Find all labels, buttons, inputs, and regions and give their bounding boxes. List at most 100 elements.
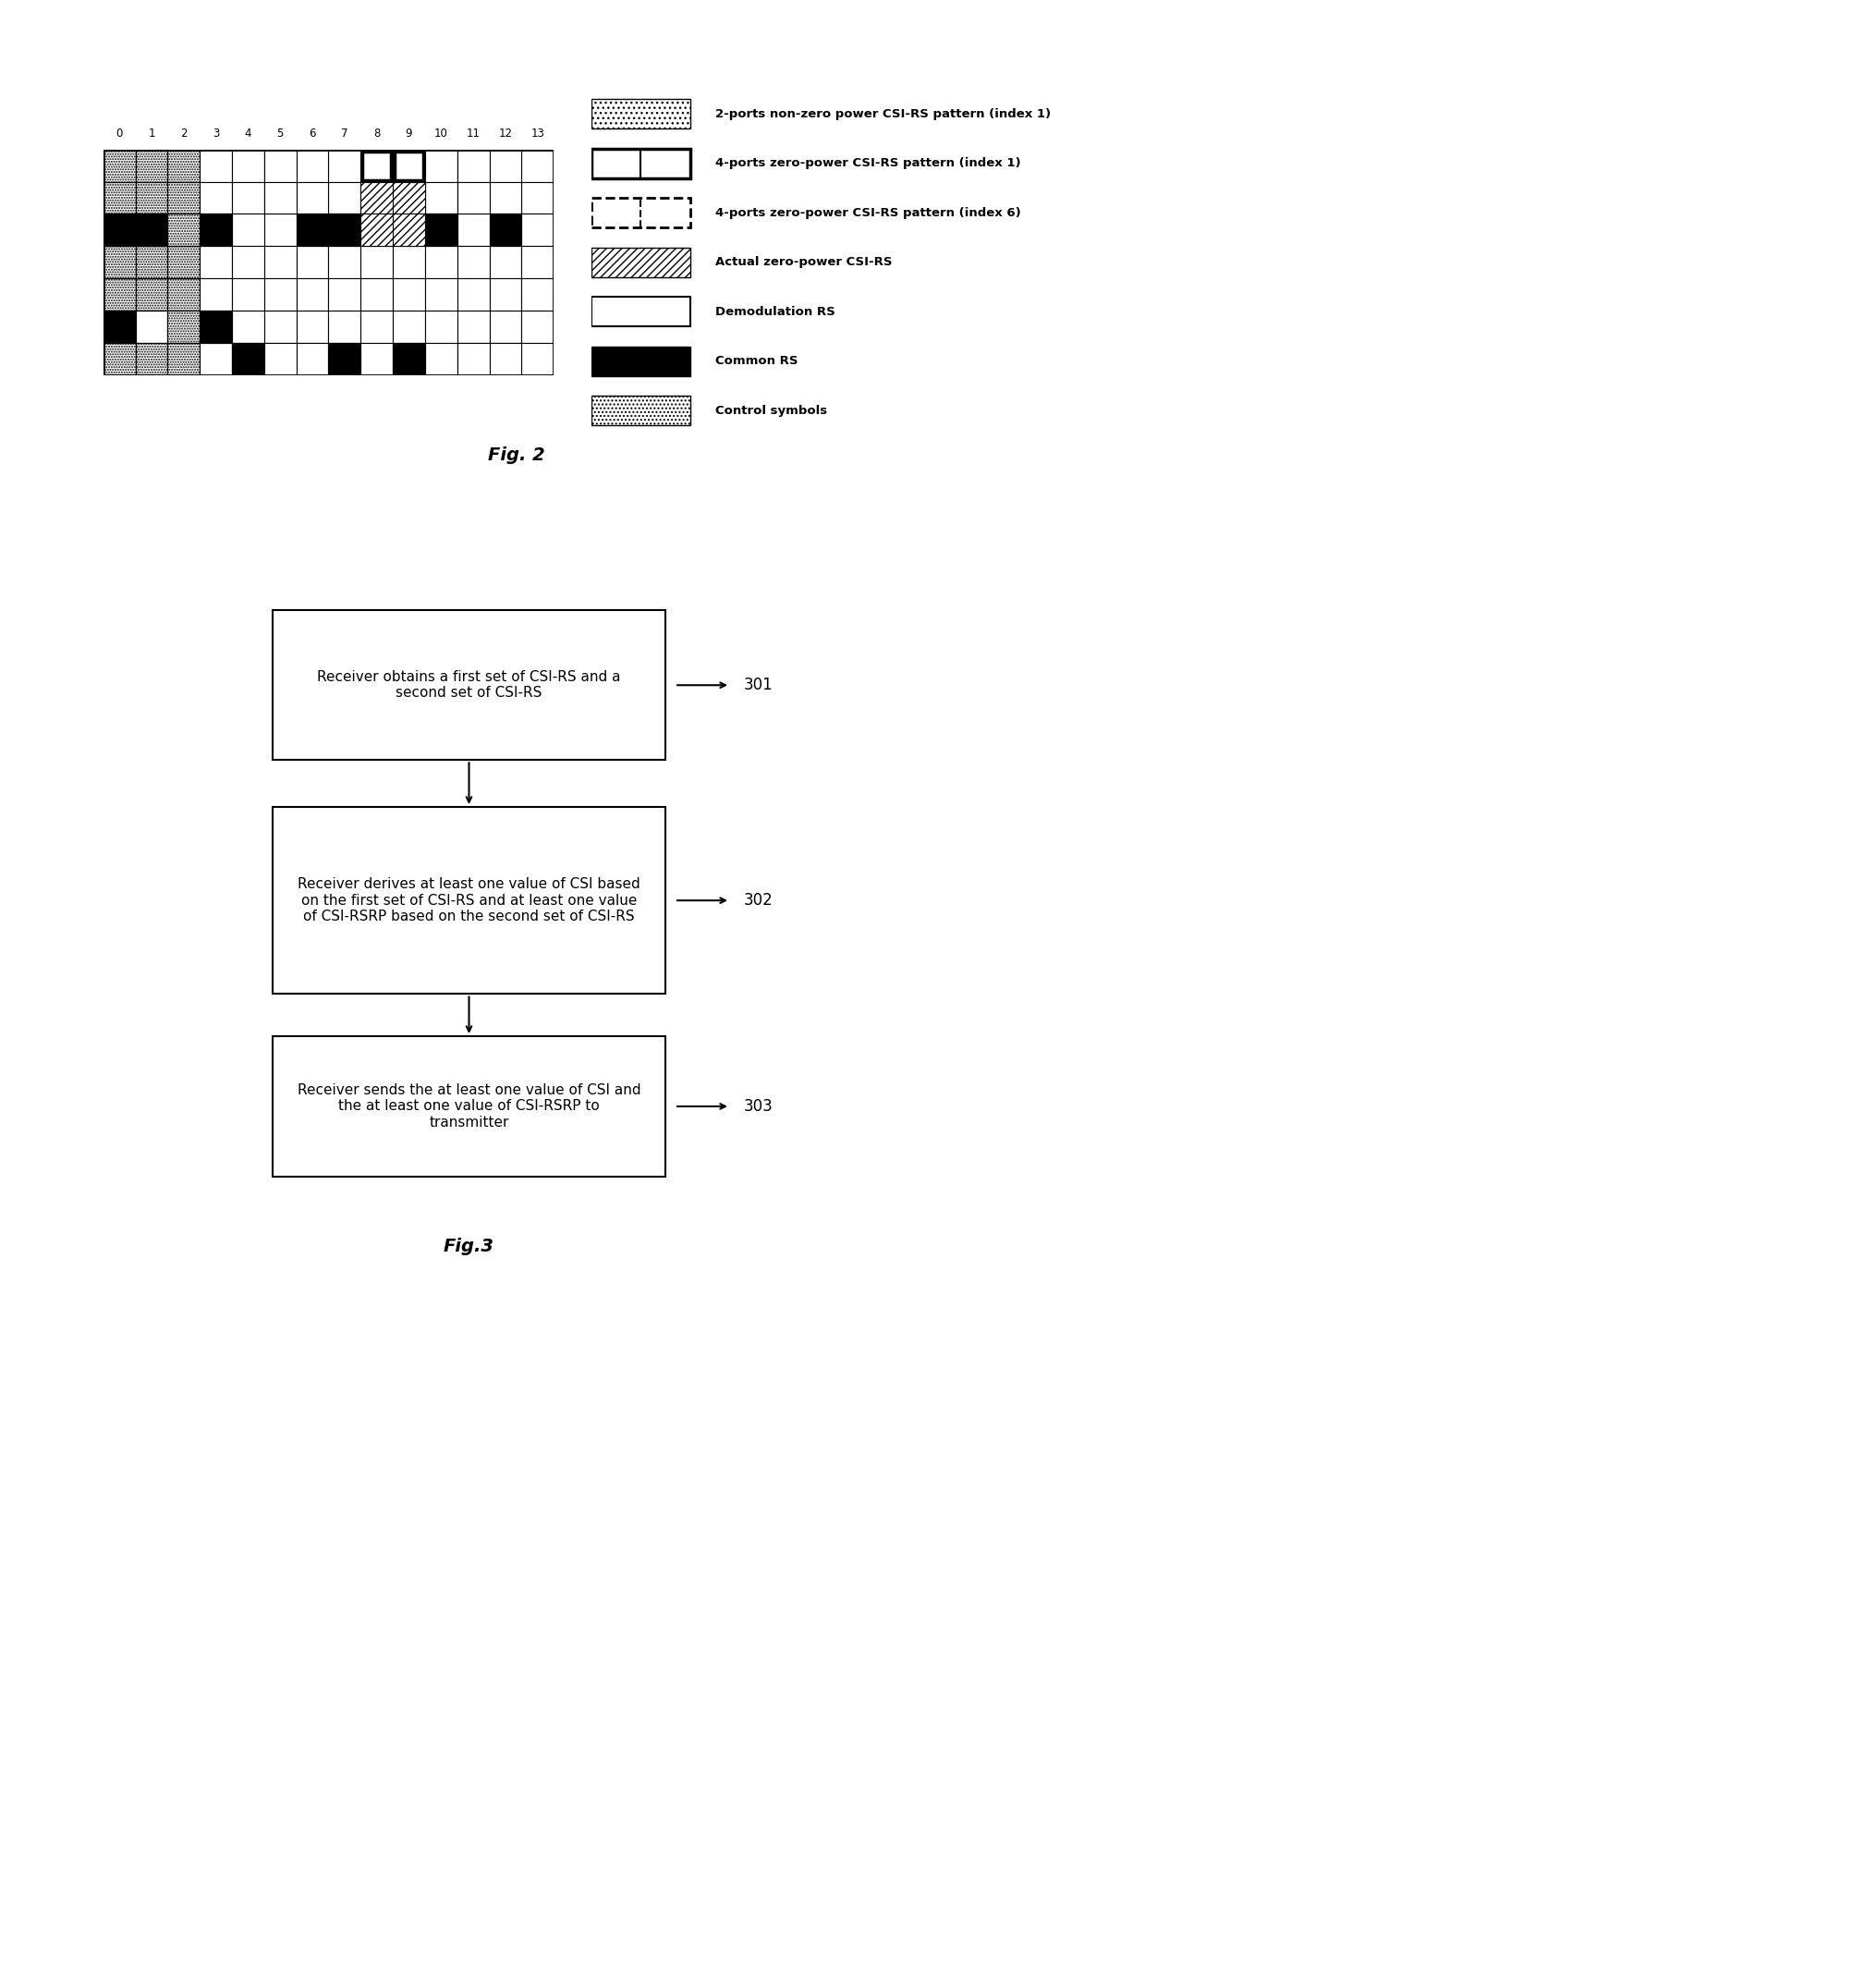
Text: Fig. 2: Fig. 2	[488, 447, 544, 463]
Bar	[392, 182, 424, 214]
Text: Receiver sends the at least one value of CSI and
the at least one value of CSI-R: Receiver sends the at least one value of…	[296, 1083, 640, 1130]
Bar	[490, 311, 522, 342]
Bar	[328, 214, 360, 245]
Bar	[135, 214, 167, 245]
Text: 2: 2	[180, 129, 188, 141]
Bar	[424, 214, 458, 245]
Bar	[458, 150, 490, 182]
Bar	[103, 214, 135, 245]
Bar	[272, 807, 666, 993]
Bar	[392, 342, 424, 374]
Bar	[296, 214, 328, 245]
Bar	[135, 342, 167, 374]
Text: Demodulation RS: Demodulation RS	[715, 305, 835, 319]
Bar	[167, 150, 199, 182]
Bar	[233, 342, 265, 374]
Bar	[296, 279, 328, 311]
Bar	[135, 311, 167, 342]
Bar	[135, 279, 167, 311]
Bar	[458, 214, 490, 245]
Bar	[522, 182, 553, 214]
Bar	[458, 342, 490, 374]
Bar	[360, 182, 392, 214]
Text: 4-ports zero-power CSI-RS pattern (index 6): 4-ports zero-power CSI-RS pattern (index…	[715, 206, 1021, 220]
Text: 0: 0	[116, 129, 122, 141]
Bar	[392, 182, 424, 214]
Bar	[103, 342, 135, 374]
Text: 303: 303	[743, 1098, 773, 1114]
Text: 13: 13	[531, 129, 544, 141]
Bar	[135, 279, 167, 311]
Bar	[265, 182, 296, 214]
Bar	[591, 396, 690, 425]
Bar	[591, 99, 690, 129]
Bar	[135, 245, 167, 279]
Bar	[424, 279, 458, 311]
Bar	[458, 342, 490, 374]
Bar	[591, 297, 690, 327]
Bar	[199, 311, 233, 342]
Text: Actual zero-power CSI-RS: Actual zero-power CSI-RS	[715, 255, 891, 269]
Bar	[167, 245, 199, 279]
Bar	[591, 198, 690, 228]
Bar	[522, 214, 553, 245]
Text: 1: 1	[148, 129, 156, 141]
Bar	[233, 279, 265, 311]
Text: Common RS: Common RS	[715, 354, 797, 368]
Text: 8: 8	[373, 129, 381, 141]
Bar	[328, 150, 360, 182]
Bar	[103, 342, 135, 374]
Bar	[458, 245, 490, 279]
Bar	[103, 279, 135, 311]
Bar	[490, 245, 522, 279]
Bar	[135, 214, 167, 245]
Bar	[394, 150, 424, 180]
Bar	[103, 245, 135, 279]
Bar	[103, 182, 135, 214]
Bar	[490, 214, 522, 245]
Bar	[265, 182, 296, 214]
Bar	[103, 182, 135, 214]
Text: Receiver derives at least one value of CSI based
on the first set of CSI-RS and : Receiver derives at least one value of C…	[298, 877, 640, 924]
Bar	[167, 342, 199, 374]
Bar	[360, 342, 392, 374]
Text: 4: 4	[244, 129, 251, 141]
Text: 301: 301	[743, 677, 773, 693]
Bar	[490, 214, 522, 245]
Bar	[360, 150, 392, 182]
Bar	[458, 311, 490, 342]
Bar	[296, 245, 328, 279]
Bar	[392, 245, 424, 279]
Text: 2-ports non-zero power CSI-RS pattern (index 1): 2-ports non-zero power CSI-RS pattern (i…	[715, 107, 1051, 121]
Bar	[167, 342, 199, 374]
Bar	[233, 311, 265, 342]
Bar	[490, 182, 522, 214]
Bar	[360, 311, 392, 342]
Bar	[233, 214, 265, 245]
Bar	[591, 346, 690, 376]
Bar	[265, 311, 296, 342]
Bar	[265, 214, 296, 245]
Bar	[392, 311, 424, 342]
Bar	[199, 279, 233, 311]
Bar	[265, 342, 296, 374]
Text: 7: 7	[341, 129, 347, 141]
Bar	[591, 148, 690, 178]
Bar	[233, 245, 265, 279]
Bar	[167, 311, 199, 342]
Bar	[135, 342, 167, 374]
Bar	[458, 182, 490, 214]
Bar	[265, 150, 296, 182]
Bar	[135, 182, 167, 214]
Bar	[233, 342, 265, 374]
Bar	[296, 150, 328, 182]
Bar	[199, 214, 233, 245]
Bar	[233, 182, 265, 214]
Bar	[392, 214, 424, 245]
Bar	[199, 214, 233, 245]
Bar	[296, 342, 328, 374]
Bar	[392, 279, 424, 311]
Bar	[296, 182, 328, 214]
Bar	[328, 182, 360, 214]
Bar	[490, 342, 522, 374]
